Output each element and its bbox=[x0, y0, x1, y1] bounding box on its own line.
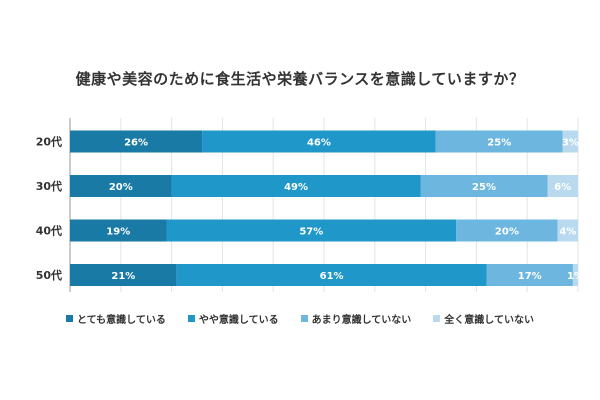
legend-label: あまり意識していない bbox=[311, 315, 412, 326]
category-label: 30代 bbox=[36, 179, 62, 193]
bar-segment bbox=[435, 130, 563, 153]
bar-segment bbox=[562, 130, 578, 153]
data-label: 61% bbox=[320, 271, 344, 282]
bar-segment bbox=[171, 175, 421, 197]
legend-label: とても意識している bbox=[76, 315, 166, 326]
category-label: 20代 bbox=[36, 135, 62, 149]
data-label: 20% bbox=[109, 182, 133, 193]
bar-segment bbox=[557, 219, 578, 242]
bar-segment bbox=[202, 130, 436, 153]
legend-swatch bbox=[300, 315, 308, 322]
chart-legend: とても意識している やや意識している あまり意識していない 全く意識していない bbox=[0, 311, 600, 326]
data-label: 17% bbox=[518, 271, 542, 282]
legend-item: とても意識している bbox=[65, 311, 166, 326]
bar-segment bbox=[166, 219, 457, 242]
legend-label: 全く意識していない bbox=[444, 315, 534, 326]
data-label: 3% bbox=[562, 138, 579, 149]
legend-swatch bbox=[433, 315, 441, 322]
data-label: 25% bbox=[487, 138, 511, 149]
bar-segment bbox=[572, 264, 578, 286]
category-label: 50代 bbox=[36, 268, 62, 282]
data-label: 57% bbox=[299, 227, 323, 238]
bar-segment bbox=[176, 264, 487, 286]
legend-label: やや意識している bbox=[198, 315, 279, 326]
data-label: 6% bbox=[554, 182, 571, 193]
data-label: 25% bbox=[472, 182, 496, 193]
bar-segment bbox=[70, 264, 177, 286]
data-label: 1% bbox=[567, 271, 584, 282]
legend-item: あまり意識していない bbox=[300, 311, 412, 326]
bar-segment bbox=[70, 130, 203, 153]
bar-segment bbox=[70, 175, 172, 197]
data-label: 4% bbox=[559, 227, 576, 238]
legend-item: やや意識している bbox=[187, 311, 279, 326]
bar-segment bbox=[547, 175, 578, 197]
data-label: 26% bbox=[124, 138, 148, 149]
data-label: 19% bbox=[106, 227, 130, 238]
bar-segment bbox=[486, 264, 573, 286]
chart-title: 健康や美容のために食生活や栄養バランスを意識していますか？ bbox=[75, 70, 525, 88]
data-label: 49% bbox=[284, 182, 308, 193]
bar-segment bbox=[420, 175, 548, 197]
data-label: 21% bbox=[111, 271, 135, 282]
bar-segment bbox=[456, 219, 558, 242]
legend-item: 全く意識していない bbox=[433, 311, 534, 326]
bar-segment bbox=[70, 219, 167, 242]
category-label: 40代 bbox=[36, 224, 62, 238]
legend-swatch bbox=[65, 315, 73, 322]
data-label: 46% bbox=[307, 138, 331, 149]
data-label: 20% bbox=[495, 227, 519, 238]
legend-swatch bbox=[187, 315, 195, 322]
